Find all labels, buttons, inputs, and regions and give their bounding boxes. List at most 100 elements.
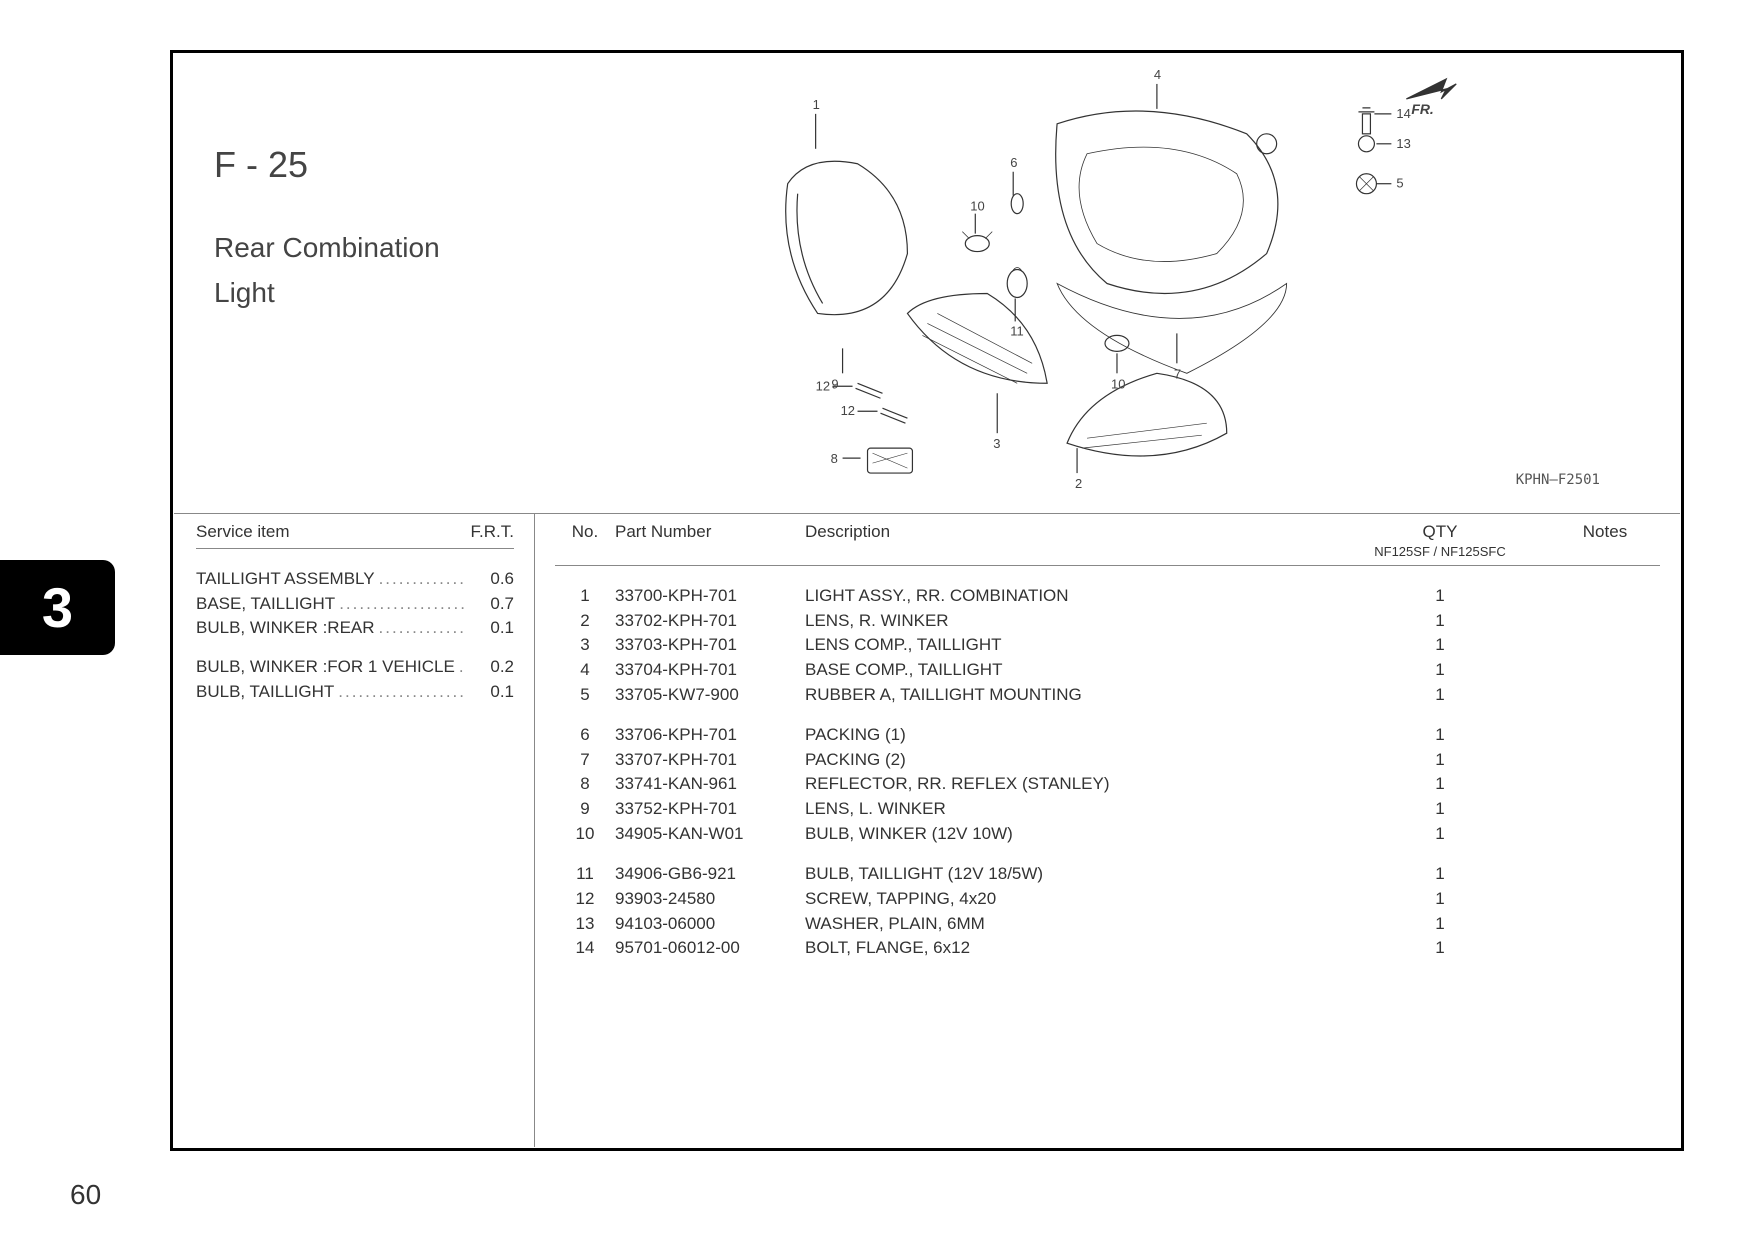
parts-row: 733707-KPH-701PACKING (2)1 bbox=[555, 748, 1660, 773]
parts-row: 1034905-KAN-W01BULB, WINKER (12V 10W)1 bbox=[555, 822, 1660, 847]
callout-12a: 12 bbox=[816, 378, 830, 393]
part-no: 13 bbox=[555, 912, 615, 937]
part-notes bbox=[1550, 772, 1660, 797]
part-number: 95701-06012-00 bbox=[615, 936, 805, 961]
callout-8: 8 bbox=[831, 451, 838, 466]
part-description: BULB, TAILLIGHT (12V 18/5W) bbox=[805, 862, 1330, 887]
part-number: 33703-KPH-701 bbox=[615, 633, 805, 658]
title-block: F - 25 Rear Combination Light bbox=[174, 54, 534, 513]
part-no: 11 bbox=[555, 862, 615, 887]
parts-header-qty-label: QTY bbox=[1330, 522, 1550, 542]
part-qty: 1 bbox=[1330, 887, 1550, 912]
part-notes bbox=[1550, 936, 1660, 961]
fr-label: FR. bbox=[1411, 101, 1433, 117]
part-notes bbox=[1550, 822, 1660, 847]
part-number: 34905-KAN-W01 bbox=[615, 822, 805, 847]
service-header: Service item F.R.T. bbox=[196, 522, 514, 549]
part-notes bbox=[1550, 658, 1660, 683]
part-qty: 1 bbox=[1330, 633, 1550, 658]
service-header-frt: F.R.T. bbox=[444, 522, 514, 542]
parts-row: 433704-KPH-701BASE COMP., TAILLIGHT1 bbox=[555, 658, 1660, 683]
part-no: 12 bbox=[555, 887, 615, 912]
parts-row: 1394103-06000WASHER, PLAIN, 6MM1 bbox=[555, 912, 1660, 937]
part-number: 34906-GB6-921 bbox=[615, 862, 805, 887]
part-no: 10 bbox=[555, 822, 615, 847]
part-no: 8 bbox=[555, 772, 615, 797]
part-description: BULB, WINKER (12V 10W) bbox=[805, 822, 1330, 847]
callout-14: 14 bbox=[1396, 106, 1410, 121]
service-item-label: BULB, WINKER :REAR bbox=[196, 616, 464, 641]
part-no: 3 bbox=[555, 633, 615, 658]
callout-9: 9 bbox=[831, 376, 838, 391]
service-row: BULB, TAILLIGHT0.1 bbox=[196, 680, 514, 705]
part-no: 6 bbox=[555, 723, 615, 748]
part-notes bbox=[1550, 633, 1660, 658]
figure-title-line1: Rear Combination bbox=[214, 232, 440, 263]
part-qty: 1 bbox=[1330, 658, 1550, 683]
callout-7: 7 bbox=[1174, 366, 1181, 381]
part-no: 4 bbox=[555, 658, 615, 683]
part-qty: 1 bbox=[1330, 584, 1550, 609]
service-row: BULB, WINKER :FOR 1 VEHICLE0.2 bbox=[196, 655, 514, 680]
part-number: 33706-KPH-701 bbox=[615, 723, 805, 748]
parts-row: 233702-KPH-701LENS, R. WINKER1 bbox=[555, 609, 1660, 634]
parts-header-notes: Notes bbox=[1550, 522, 1660, 559]
service-item-frt: 0.1 bbox=[464, 680, 514, 705]
part-number: 93903-24580 bbox=[615, 887, 805, 912]
part-qty: 1 bbox=[1330, 797, 1550, 822]
part-description: WASHER, PLAIN, 6MM bbox=[805, 912, 1330, 937]
part-no: 5 bbox=[555, 683, 615, 708]
service-item-label: BASE, TAILLIGHT bbox=[196, 592, 464, 617]
parts-header-desc: Description bbox=[805, 522, 1330, 559]
part-description: PACKING (2) bbox=[805, 748, 1330, 773]
parts-group: 633706-KPH-701PACKING (1)1733707-KPH-701… bbox=[555, 723, 1660, 846]
part-number: 33705-KW7-900 bbox=[615, 683, 805, 708]
section-number: 3 bbox=[42, 575, 73, 640]
parts-row: 533705-KW7-900RUBBER A, TAILLIGHT MOUNTI… bbox=[555, 683, 1660, 708]
callout-5: 5 bbox=[1396, 176, 1403, 191]
service-row: BASE, TAILLIGHT0.7 bbox=[196, 592, 514, 617]
diagram-reference: KPHN—F2501 bbox=[1516, 472, 1600, 488]
part-notes bbox=[1550, 862, 1660, 887]
part-qty: 1 bbox=[1330, 609, 1550, 634]
part-number: 33702-KPH-701 bbox=[615, 609, 805, 634]
parts-row: 133700-KPH-701LIGHT ASSY., RR. COMBINATI… bbox=[555, 584, 1660, 609]
part-description: SCREW, TAPPING, 4x20 bbox=[805, 887, 1330, 912]
part-qty: 1 bbox=[1330, 912, 1550, 937]
part-number: 33704-KPH-701 bbox=[615, 658, 805, 683]
parts-row: 1134906-GB6-921BULB, TAILLIGHT (12V 18/5… bbox=[555, 862, 1660, 887]
part-no: 14 bbox=[555, 936, 615, 961]
part-notes bbox=[1550, 683, 1660, 708]
part-qty: 1 bbox=[1330, 748, 1550, 773]
figure-code: F - 25 bbox=[214, 144, 534, 186]
parts-row: 933752-KPH-701LENS, L. WINKER1 bbox=[555, 797, 1660, 822]
parts-row: 333703-KPH-701LENS COMP., TAILLIGHT1 bbox=[555, 633, 1660, 658]
part-description: REFLECTOR, RR. REFLEX (STANLEY) bbox=[805, 772, 1330, 797]
callout-4: 4 bbox=[1154, 67, 1161, 82]
part-number: 33741-KAN-961 bbox=[615, 772, 805, 797]
part-notes bbox=[1550, 584, 1660, 609]
part-notes bbox=[1550, 723, 1660, 748]
service-item-label: BULB, TAILLIGHT bbox=[196, 680, 464, 705]
figure-title: Rear Combination Light bbox=[214, 226, 534, 316]
service-item-label: BULB, WINKER :FOR 1 VEHICLE bbox=[196, 655, 464, 680]
service-rows-b: BULB, WINKER :FOR 1 VEHICLE0.2BULB, TAIL… bbox=[196, 655, 514, 704]
part-description: LIGHT ASSY., RR. COMBINATION bbox=[805, 584, 1330, 609]
callout-12b: 12 bbox=[841, 403, 855, 418]
service-item-frt: 0.7 bbox=[464, 592, 514, 617]
service-header-item: Service item bbox=[196, 522, 444, 542]
parts-header-qty-sub: NF125SF / NF125SFC bbox=[1330, 544, 1550, 559]
parts-group: 133700-KPH-701LIGHT ASSY., RR. COMBINATI… bbox=[555, 584, 1660, 707]
page-number: 60 bbox=[70, 1179, 101, 1211]
part-no: 7 bbox=[555, 748, 615, 773]
part-no: 1 bbox=[555, 584, 615, 609]
parts-body: 133700-KPH-701LIGHT ASSY., RR. COMBINATI… bbox=[555, 584, 1660, 961]
part-no: 9 bbox=[555, 797, 615, 822]
part-description: LENS COMP., TAILLIGHT bbox=[805, 633, 1330, 658]
part-number: 33700-KPH-701 bbox=[615, 584, 805, 609]
service-row: TAILLIGHT ASSEMBLY0.6 bbox=[196, 567, 514, 592]
callout-2: 2 bbox=[1075, 476, 1082, 491]
parts-row: 833741-KAN-961REFLECTOR, RR. REFLEX (STA… bbox=[555, 772, 1660, 797]
part-description: RUBBER A, TAILLIGHT MOUNTING bbox=[805, 683, 1330, 708]
service-item-frt: 0.6 bbox=[464, 567, 514, 592]
